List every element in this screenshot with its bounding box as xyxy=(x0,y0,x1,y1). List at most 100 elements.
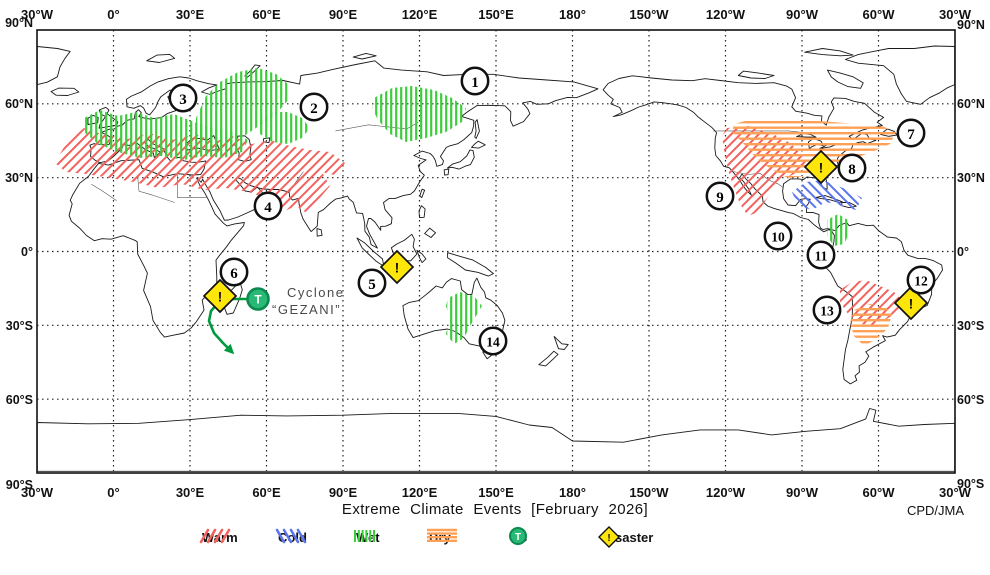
disaster-exclamation: ! xyxy=(395,260,400,276)
cold-legend-swatch xyxy=(275,528,307,544)
axis-right-2: 30°N xyxy=(957,171,985,185)
axis-left-1: 60°N xyxy=(5,97,33,111)
axis-top-2: 30°E xyxy=(176,7,205,22)
event-marker-2: 2 xyxy=(299,92,329,122)
axis-right-3: 0° xyxy=(957,245,969,259)
event-number: 12 xyxy=(914,273,928,288)
event-number: 8 xyxy=(848,162,856,178)
axis-right-1: 60°N xyxy=(957,97,985,111)
event-number: 2 xyxy=(310,101,318,117)
svg-text:!: ! xyxy=(607,533,610,544)
axis-left-5: 60°S xyxy=(6,393,33,407)
svg-text:T: T xyxy=(515,532,521,543)
axis-top-3: 60°E xyxy=(252,7,281,22)
disaster-marker-1: ! xyxy=(202,278,238,314)
region-wet-east-siberia xyxy=(372,86,466,142)
event-marker-3: 3 xyxy=(168,83,198,113)
disaster-marker-3: ! xyxy=(803,149,839,185)
legend: Warm Cold Wet Dry TTC !Disaster xyxy=(0,526,990,548)
axis-top-10: 90°W xyxy=(786,7,819,22)
region-dry-northeast-north-america xyxy=(732,118,896,178)
event-number: 4 xyxy=(264,200,272,216)
region-cold-gulf-of-mexico-caribbean xyxy=(792,180,862,210)
disaster-marker-2: ! xyxy=(379,249,415,285)
disaster-exclamation: ! xyxy=(819,160,824,176)
axis-left-6: 90°S xyxy=(6,478,33,492)
attribution: CPD/JMA xyxy=(906,503,964,518)
axis-right-6: 90°S xyxy=(957,477,984,491)
event-marker-13: 13 xyxy=(812,295,842,325)
axis-bottom-7: 180° xyxy=(559,485,586,500)
axis-left-4: 30°S xyxy=(6,319,33,333)
wet-legend-swatch xyxy=(354,530,375,542)
event-marker-4: 4 xyxy=(253,191,283,221)
legend-label-warm: Warm xyxy=(202,529,238,545)
legend-item-wet: Wet xyxy=(352,526,380,548)
event-number: 6 xyxy=(230,266,238,282)
cyclone-track-arrowhead xyxy=(223,343,235,355)
dry-legend-swatch xyxy=(427,528,457,543)
cyclone-name-label: Cyclone “GEZANI” xyxy=(272,284,344,318)
axis-bottom-11: 60°W xyxy=(863,485,896,500)
region-dry-southeast-south-america xyxy=(850,304,892,346)
axis-top-7: 180° xyxy=(559,7,586,22)
region-wet-northern-europe-nw-russia xyxy=(196,68,290,148)
legend-item-warm: Warm xyxy=(198,526,238,548)
legend-item-cold: Cold xyxy=(274,526,307,548)
axis-bottom-3: 60°E xyxy=(252,485,281,500)
axis-bottom-2: 30°E xyxy=(176,485,205,500)
event-marker-12: 12 xyxy=(906,265,936,295)
event-number: 10 xyxy=(771,229,785,244)
axis-bottom-12: 30°W xyxy=(939,485,972,500)
event-marker-9: 9 xyxy=(705,181,735,211)
region-wet-central-australia xyxy=(446,292,482,344)
disaster-exclamation: ! xyxy=(909,296,914,312)
axis-bottom-6: 150°E xyxy=(478,485,514,500)
event-marker-10: 10 xyxy=(763,221,793,251)
axis-right-0: 90°N xyxy=(957,18,985,32)
map-title: Extreme Climate Events [February 2026] xyxy=(341,501,649,518)
axis-bottom-1: 0° xyxy=(107,485,119,500)
event-number: 7 xyxy=(907,127,915,143)
disaster-marker-4: ! xyxy=(893,285,929,321)
event-number: 1 xyxy=(471,75,479,91)
event-number: 9 xyxy=(716,190,724,206)
axis-bottom-4: 90°E xyxy=(329,485,358,500)
event-number: 11 xyxy=(815,248,828,263)
legend-item-disaster: ! Disaster xyxy=(598,526,653,548)
axis-top-11: 60°W xyxy=(863,7,896,22)
axis-left-0: 90°N xyxy=(5,16,33,30)
axis-bottom-9: 120°W xyxy=(706,485,746,500)
legend-item-tc: TTC xyxy=(506,526,527,548)
axis-left-3: 0° xyxy=(21,245,33,259)
disaster-legend-swatch: ! xyxy=(598,526,620,548)
axis-right-4: 30°S xyxy=(957,319,984,333)
axis-top-1: 0° xyxy=(107,7,119,22)
region-wet-central-america-caribbean xyxy=(827,214,850,246)
axis-top-0: 30°W xyxy=(21,7,54,22)
axis-bottom-10: 90°W xyxy=(786,485,819,500)
graticule xyxy=(36,29,956,474)
warm-legend-swatch xyxy=(199,528,231,544)
event-marker-7: 7 xyxy=(896,118,926,148)
event-marker-11: 11 xyxy=(806,240,836,270)
axis-top-4: 90°E xyxy=(329,7,358,22)
axis-top-9: 120°W xyxy=(706,7,746,22)
axis-right-5: 60°S xyxy=(957,393,984,407)
disaster-exclamation: ! xyxy=(218,289,223,305)
cyclone-label-line2: “GEZANI” xyxy=(272,302,342,317)
axis-top-12: 30°W xyxy=(939,7,972,22)
tc-marker: T xyxy=(246,287,270,311)
event-marker-5: 5 xyxy=(357,268,387,298)
axis-bottom-8: 150°W xyxy=(629,485,669,500)
axis-left-2: 30°N xyxy=(5,171,33,185)
cyclone-label-line1: Cyclone xyxy=(287,285,345,300)
axis-labels: 30°W 0° 30°E 60°E 90°E 120°E 150°E 180° 150°W 120… xyxy=(5,7,985,500)
event-marker-6: 6 xyxy=(219,257,249,287)
axis-bottom-5: 120°E xyxy=(402,485,438,500)
region-wet-west-siberia-urals xyxy=(258,112,310,144)
region-wet-southern-europe-mediterranean xyxy=(84,110,248,160)
